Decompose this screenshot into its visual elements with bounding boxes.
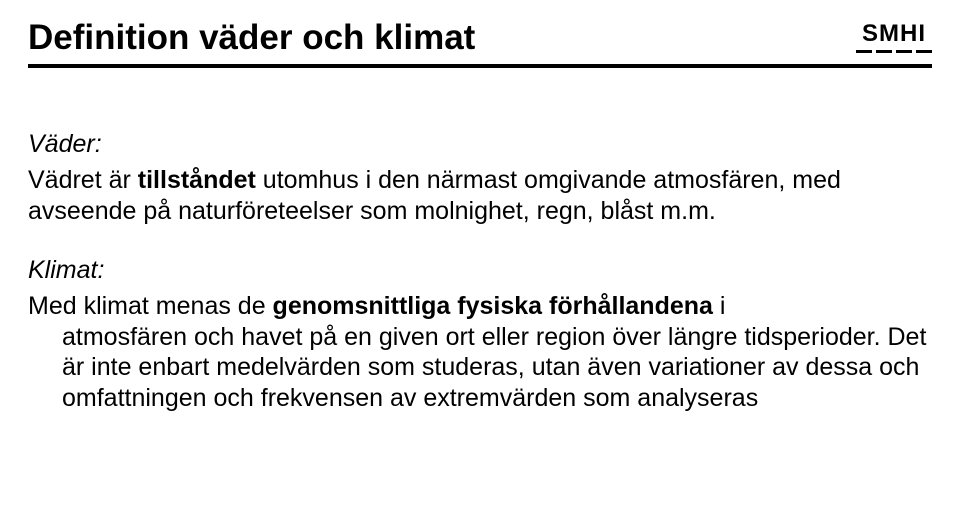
klimat-line1: Med klimat menas de genomsnittliga fysis… [28,291,932,322]
slide: Definition väder och klimat SMHI Väder: … [0,0,960,521]
slide-title: Definition väder och klimat [28,18,475,58]
smhi-logo: SMHI [856,20,932,55]
header-divider [28,64,932,68]
klimat-line1-strong: genomsnittliga fysiska förhållandena [273,292,713,320]
vader-body: Vädret är tillståndet utomhus i den närm… [28,165,932,226]
klimat-bullet-body: atmosfären och havet på en given ort ell… [28,322,932,414]
section-vader: Väder: Vädret är tillståndet utomhus i d… [28,130,932,226]
smhi-logo-text: SMHI [862,20,926,48]
klimat-line1-post: i [713,292,726,320]
vader-heading: Väder: [28,130,932,159]
klimat-line1-pre: Med klimat menas de [28,292,273,320]
smhi-logo-bars-icon [856,50,932,53]
vader-body-strong: tillståndet [138,166,256,194]
section-klimat: Klimat: Med klimat menas de genomsnittli… [28,256,932,413]
header: Definition väder och klimat SMHI [28,18,932,58]
vader-body-pre: Vädret är [28,166,138,194]
klimat-heading: Klimat: [28,256,932,285]
